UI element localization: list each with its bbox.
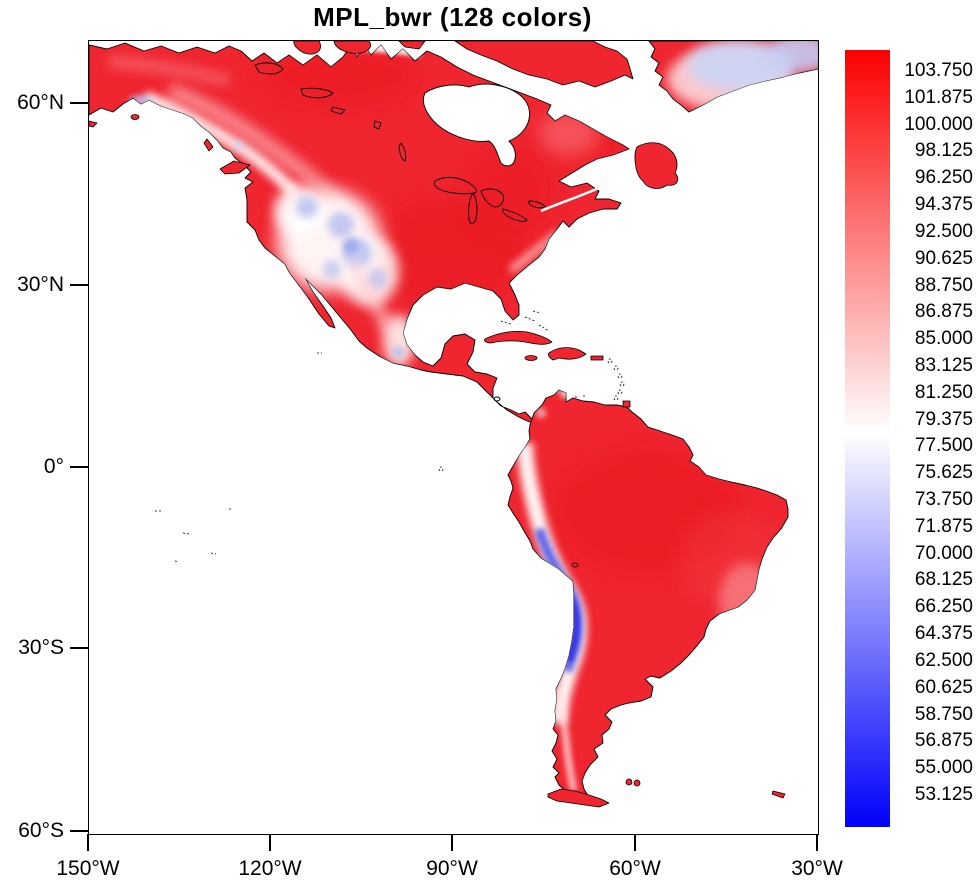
y-tick-label: 0° — [43, 455, 64, 478]
lake-nicaragua — [493, 396, 501, 402]
x-tick-mark — [634, 834, 636, 851]
great-bear-lake — [254, 62, 284, 75]
y-tick-mark — [70, 830, 89, 832]
lake-superior — [433, 176, 478, 195]
x-tick-mark — [451, 834, 453, 851]
hudson-bay — [423, 83, 530, 167]
falkland-west — [625, 778, 633, 786]
lake-winnipeg — [398, 142, 407, 162]
south-america-landmass — [507, 389, 789, 795]
mexican-plateau-pale-patch — [383, 315, 415, 367]
trinidad — [622, 400, 631, 408]
st-lawrence-river — [540, 185, 602, 213]
lake-titicaca — [571, 562, 579, 568]
lake-erie — [502, 208, 528, 222]
colorbar-tick-label: 92.500 — [914, 220, 973, 242]
colorbar-tick-label: 101.875 — [904, 86, 973, 108]
y-tick-label: 30°N — [17, 273, 64, 296]
colorbar-tick-label: 79.375 — [914, 408, 973, 430]
y-tick-label: 30°S — [18, 636, 64, 659]
colorbar-tick-label: 73.750 — [914, 489, 973, 511]
galapagos — [438, 466, 444, 472]
falkland-east — [633, 779, 641, 787]
colorbar-tick-label: 56.875 — [914, 730, 973, 752]
colorbar-tick-label: 55.000 — [914, 757, 973, 779]
tierra-del-fuego — [547, 788, 610, 808]
x-tick-mark — [269, 834, 271, 851]
victoria-island — [293, 41, 321, 55]
andes-deep-blue-core — [562, 587, 580, 663]
colorbar-tick-label: 100.000 — [904, 113, 973, 135]
colorbar-tick-label: 62.500 — [914, 649, 973, 671]
x-tick-label: 60°W — [609, 857, 661, 880]
x-tick-label: 150°W — [56, 857, 120, 880]
y-tick-mark — [70, 102, 89, 104]
y-tick-mark — [70, 647, 89, 649]
reindeer-lake — [373, 120, 382, 130]
colorbar-tick-label: 58.750 — [914, 703, 973, 725]
arctic-islands — [293, 41, 634, 88]
newfoundland — [634, 142, 679, 189]
jamaica — [524, 355, 538, 361]
x-tick-label: 90°W — [426, 857, 478, 880]
colorbar-tick-label: 86.875 — [914, 301, 973, 323]
puerto-rico — [590, 355, 604, 361]
kodiak-island — [130, 114, 140, 120]
colorbar-tick-label: 90.625 — [914, 247, 973, 269]
great-slave-lake — [300, 87, 334, 99]
map-plot — [88, 40, 819, 835]
haida-gwaii — [203, 138, 214, 152]
north-america-landmass — [89, 42, 630, 425]
patagonia-pale-band — [555, 688, 578, 792]
colorbar-tick-label: 96.250 — [914, 167, 973, 189]
colorbar-tick-label: 68.125 — [914, 569, 973, 591]
islands — [89, 114, 786, 808]
colorbar-tick-label: 71.875 — [914, 515, 973, 537]
colorbar-tick-label: 83.125 — [914, 354, 973, 376]
greenland — [648, 41, 818, 113]
south-georgia — [771, 790, 786, 799]
y-tick-mark — [70, 284, 89, 286]
colorbar-tick-label: 77.500 — [914, 435, 973, 457]
lake-ontario — [528, 200, 546, 209]
cuba — [484, 331, 553, 345]
y-tick-label: 60°S — [18, 819, 64, 842]
greenland-ice-sheet-blue — [687, 41, 795, 91]
x-tick-mark — [87, 834, 89, 851]
plot-title: MPL_bwr (128 colors) — [313, 2, 592, 32]
americas-map — [89, 41, 818, 808]
colorbar-tick-label: 85.000 — [914, 328, 973, 350]
colorbar-tick-label: 60.625 — [914, 676, 973, 698]
x-tick-label: 120°W — [238, 857, 302, 880]
colorbar-tick-label: 88.750 — [914, 274, 973, 296]
hispaniola — [547, 347, 587, 361]
colorbar-gradient — [845, 50, 890, 827]
colorbar-tick-label: 70.000 — [914, 542, 973, 564]
lake-michigan — [468, 192, 478, 224]
y-tick-label: 60°N — [17, 91, 64, 114]
x-tick-label: 30°W — [791, 857, 843, 880]
colorbar-tick-label: 81.250 — [914, 381, 973, 403]
colorbar-tick-label: 94.375 — [914, 194, 973, 216]
dashed-islets — [155, 310, 625, 563]
colorbar-tick-label: 75.625 — [914, 462, 973, 484]
vancouver-island — [219, 160, 251, 175]
colorbar-tick-label: 66.250 — [914, 596, 973, 618]
colorbar-tick-label: 103.750 — [904, 60, 973, 81]
colorbar-tick-label: 64.375 — [914, 623, 973, 645]
lake-athabasca — [330, 106, 346, 115]
colorbar-tick-label: 98.125 — [914, 140, 973, 162]
alaska-range-lavender-patch — [129, 95, 153, 107]
colorbar-tick-label: 53.125 — [914, 784, 973, 805]
y-tick-mark — [70, 466, 89, 468]
x-tick-mark — [816, 834, 818, 851]
lake-outlines — [254, 62, 546, 402]
lake-huron — [480, 188, 504, 208]
